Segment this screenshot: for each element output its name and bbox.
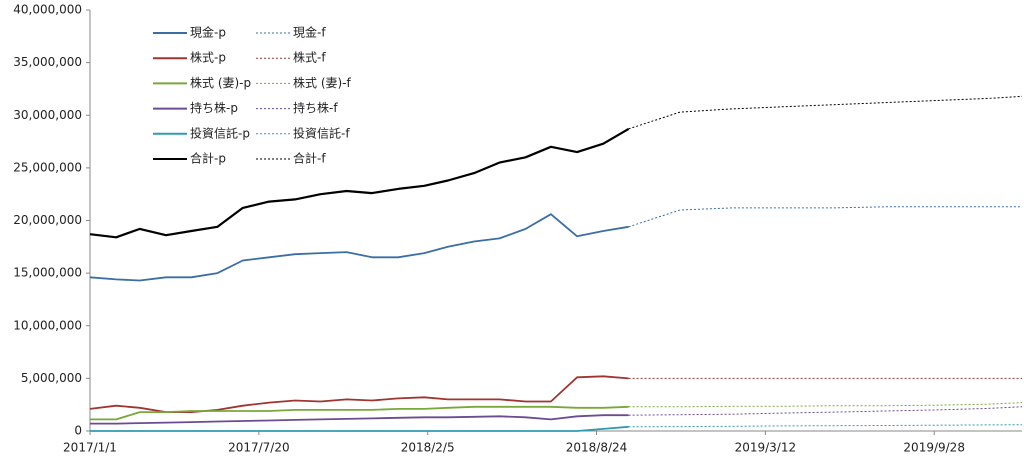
forecast-line <box>628 206 1022 228</box>
actual-line <box>90 425 629 432</box>
legend-label: 持ち株-f <box>293 100 338 115</box>
legend-label: 投資信託-f <box>293 125 350 140</box>
y-tick-label: 35,000,000 <box>13 55 82 69</box>
x-tick-label: 2017/7/20 <box>228 441 290 455</box>
legend-label: 合計-f <box>293 151 326 166</box>
legend-label: 投資信託-p <box>190 125 250 140</box>
forecast-line <box>628 406 1023 416</box>
actual-line <box>89 127 630 239</box>
forecast-line <box>628 424 1023 428</box>
legend-label: 持ち株-p <box>190 100 238 115</box>
y-tick-label: 40,000,000 <box>13 3 82 17</box>
x-tick-label: 2017/1/1 <box>63 441 117 455</box>
legend-label: 現金-p <box>190 25 226 40</box>
forecast-line <box>628 95 1023 130</box>
y-tick-label: 5,000,000 <box>21 371 82 385</box>
x-tick-label: 2019/3/12 <box>735 441 797 455</box>
legend-label: 現金-f <box>293 25 326 40</box>
legend-label: 株式-f <box>293 50 326 65</box>
y-tick-label: 10,000,000 <box>13 318 82 332</box>
y-tick-label: 15,000,000 <box>13 266 82 280</box>
x-tick-label: 2018/8/24 <box>566 441 628 455</box>
y-tick-label: 30,000,000 <box>13 108 82 122</box>
forecast-line <box>628 402 1023 408</box>
legend-label: 株式 (妻)-p <box>190 75 251 90</box>
x-tick-label: 2019/9/28 <box>903 441 965 455</box>
y-tick-label: 20,000,000 <box>13 213 82 227</box>
legend-label: 株式-p <box>190 50 226 65</box>
x-tick-label: 2018/2/5 <box>401 441 455 455</box>
legend-label: 株式 (妻)-f <box>293 75 352 90</box>
actual-line <box>89 213 629 282</box>
y-tick-label: 25,000,000 <box>13 160 82 174</box>
y-tick-label: 0 <box>74 424 82 438</box>
legend-label: 合計-p <box>190 151 226 166</box>
actual-line <box>90 405 629 421</box>
actual-line <box>90 414 629 425</box>
